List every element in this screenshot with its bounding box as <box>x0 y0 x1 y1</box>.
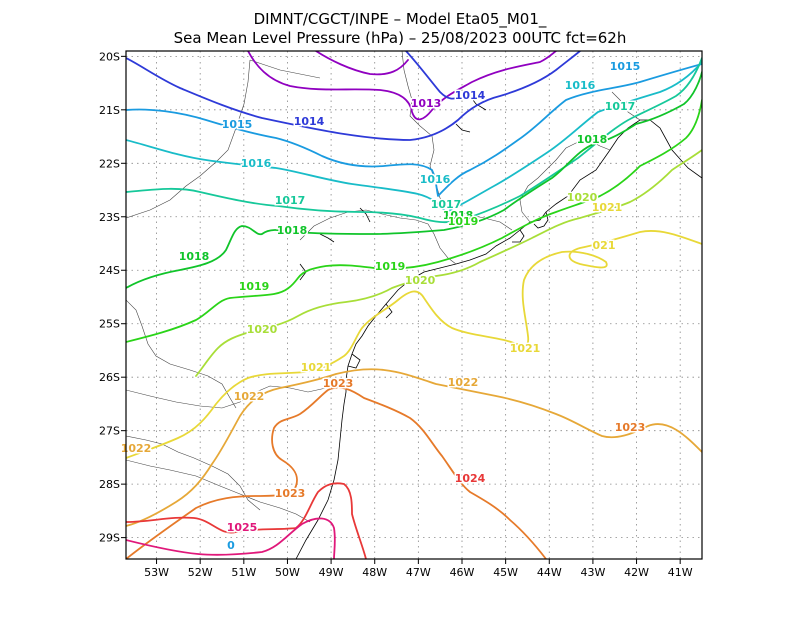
isobar-1019 <box>126 99 702 343</box>
contour-label: 1023 <box>275 487 306 500</box>
x-axis-ticks: 53W 52W 51W 50W 49W 48W 47W 46W 45W 44W 43W 42W 41W <box>144 559 693 579</box>
contour-label: 1014 <box>294 115 325 128</box>
contour-label: 1018 <box>179 250 210 263</box>
contour-label: 1018 <box>277 224 308 237</box>
country-border-paraguay <box>126 299 237 409</box>
y-tick-label: 26S <box>99 371 120 384</box>
y-tick-label: 20S <box>99 50 120 63</box>
isobar-1014-b <box>405 51 461 100</box>
coastline-bays <box>347 211 549 369</box>
isobar-1016 <box>126 61 702 213</box>
contour-label: 1022 <box>121 442 152 455</box>
x-tick-label: 43W <box>580 566 605 579</box>
isobar-1017 <box>126 57 702 224</box>
reservoir-lines <box>299 95 487 281</box>
contour-label: 1015 <box>222 118 253 131</box>
y-tick-label: 22S <box>99 157 120 170</box>
gridlines <box>126 51 702 559</box>
isobar-1018 <box>126 71 702 289</box>
contour-label: 1016 <box>241 157 272 170</box>
contour-label: 1020 <box>567 191 598 204</box>
isobar-1014 <box>126 51 581 141</box>
contour-label: 1018 <box>443 209 474 222</box>
isobar-1023 <box>126 386 547 559</box>
contour-label: 1022 <box>234 390 265 403</box>
contour-label: 1021 <box>592 201 623 214</box>
contour-label: 1018 <box>577 133 608 146</box>
contour-label: 1023 <box>615 421 646 434</box>
x-tick-label: 42W <box>624 566 649 579</box>
y-tick-label: 23S <box>99 211 120 224</box>
chart-title: DIMNT/CGCT/INPE – Model Eta05_M01_ <box>254 10 547 29</box>
x-tick-label: 41W <box>668 566 693 579</box>
y-tick-label: 28S <box>99 478 120 491</box>
contour-label: 1025 <box>227 521 258 534</box>
country-border-argentina <box>126 435 261 511</box>
contour-label: 1017 <box>431 198 462 211</box>
x-tick-label: 46W <box>450 566 475 579</box>
contour-label: 1020 <box>247 323 278 336</box>
x-tick-label: 48W <box>362 566 387 579</box>
contour-label: 1016 <box>420 173 451 186</box>
isobar-1025 <box>126 517 336 559</box>
state-border-pr-sp <box>299 209 457 265</box>
isobar-1013-b <box>315 51 409 76</box>
state-border-mg-es <box>519 91 641 223</box>
isobar-1022 <box>126 368 702 527</box>
y-tick-label: 25S <box>99 318 120 331</box>
isobars <box>126 51 702 559</box>
contour-label: 1016 <box>565 79 596 92</box>
contour-label: 1014 <box>455 89 486 102</box>
contour-label: 1024 <box>455 472 486 485</box>
isobar-1024 <box>126 482 367 559</box>
contour-label: 1013 <box>411 97 442 110</box>
map-geography <box>126 51 702 559</box>
contour-labels: 1013 1014 1014 1015 1015 1016 1016 1016 1017 1017… <box>119 59 647 554</box>
contour-label: 1017 <box>275 194 306 207</box>
contour-label: 1021 <box>301 361 332 374</box>
y-tick-label: 27S <box>99 425 120 438</box>
isobar-1021 <box>126 230 702 459</box>
contour-label: 021 <box>593 239 616 252</box>
contour-label: 0 <box>227 539 235 552</box>
y-tick-label: 24S <box>99 264 120 277</box>
y-tick-label: 29S <box>99 532 120 545</box>
chart-subtitle: Sea Mean Level Pressure (hPa) – 25/08/20… <box>174 29 627 47</box>
contour-label: 1017 <box>605 100 636 113</box>
x-tick-label: 49W <box>319 566 344 579</box>
x-tick-label: 44W <box>537 566 562 579</box>
contour-label: 1021 <box>510 342 541 355</box>
isobar-1013 <box>247 51 557 121</box>
x-tick-label: 50W <box>275 566 300 579</box>
state-border-pr-sc <box>126 379 341 409</box>
contour-label: 1019 <box>375 260 406 273</box>
isobar-1015 <box>126 63 702 197</box>
plot-frame <box>125 50 703 560</box>
state-border-sc-rs <box>126 459 311 523</box>
coastline <box>295 119 702 559</box>
contour-label: 1015 <box>610 60 641 73</box>
contour-label: 1020 <box>405 274 436 287</box>
isobar-1020 <box>195 149 702 377</box>
x-tick-label: 53W <box>144 566 169 579</box>
x-tick-label: 51W <box>231 566 256 579</box>
x-tick-label: 45W <box>493 566 518 579</box>
y-axis-ticks: 20S 21S 22S 23S 24S 25S 26S 27S 28S 29S <box>99 50 126 545</box>
contour-label: 1022 <box>448 376 479 389</box>
contour-label: 1019 <box>239 280 270 293</box>
y-tick-label: 21S <box>99 104 120 117</box>
x-tick-label: 47W <box>406 566 431 579</box>
x-tick-label: 52W <box>188 566 213 579</box>
contour-label: 1023 <box>323 377 354 390</box>
contour-label: 1019 <box>448 215 479 228</box>
